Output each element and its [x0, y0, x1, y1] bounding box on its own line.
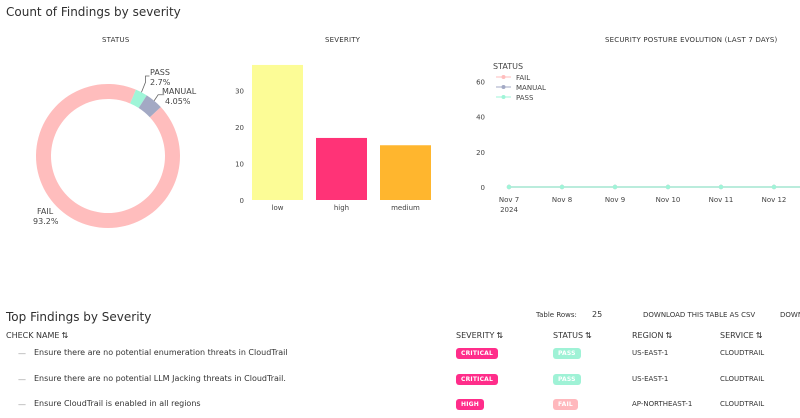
y-tick-label: 0	[481, 184, 485, 192]
table-row[interactable]: — Ensure CloudTrail is enabled in all re…	[0, 394, 800, 418]
col-service[interactable]: SERVICE ⇅	[720, 331, 762, 340]
legend-marker-fail	[501, 75, 506, 79]
x-tick-label: Nov 7	[499, 196, 519, 204]
service-cell: CLOUDTRAIL	[720, 349, 765, 357]
status-badge: PASS	[553, 374, 581, 385]
col-check-name-label: CHECK NAME	[6, 331, 60, 340]
donut-label-fail: FAIL	[37, 207, 54, 216]
x-tick-label: Nov 12	[762, 196, 787, 204]
x-tick-sublabel: 2024	[500, 206, 518, 214]
series-point-pass	[718, 184, 724, 190]
legend-title: STATUS	[493, 62, 523, 71]
donut-label-manual: MANUAL	[162, 87, 197, 96]
service-cell: CLOUDTRAIL	[720, 400, 765, 408]
donut-value-fail: 93.2%	[33, 217, 59, 226]
row-dash: —	[18, 349, 26, 358]
x-tick-label: Nov 8	[552, 196, 572, 204]
donut-label-pass: PASS	[150, 68, 170, 77]
legend-label-manual: MANUAL	[516, 84, 546, 92]
series-point-pass	[612, 184, 618, 190]
col-region[interactable]: REGION ⇅	[632, 331, 672, 340]
region-cell: US-EAST-1	[632, 375, 669, 383]
sort-icon[interactable]: ⇅	[585, 331, 592, 340]
y-tick-label: 20	[235, 124, 244, 132]
legend-marker-manual	[501, 85, 506, 89]
series-point-pass	[559, 184, 565, 190]
col-severity[interactable]: SEVERITY ⇅	[456, 331, 503, 340]
region-cell: AP-NORTHEAST-1	[632, 400, 693, 408]
y-tick-label: 30	[235, 88, 244, 96]
table-rows-label: Table Rows:	[536, 311, 577, 319]
x-tick-label: high	[334, 204, 349, 212]
sort-icon[interactable]: ⇅	[665, 331, 673, 340]
donut-value-manual: 4.05%	[165, 97, 191, 106]
download-csv-button[interactable]: DOWNLOAD THIS TABLE AS CSV	[643, 311, 756, 319]
bar-low	[252, 64, 303, 200]
bar-high	[316, 137, 367, 200]
top-findings-title: Top Findings by Severity	[6, 310, 152, 324]
table-controls: Table Rows: 25 DOWNLOAD THIS TABLE AS CS…	[520, 310, 800, 325]
row-dash: —	[18, 375, 26, 384]
findings-section-title: Count of Findings by severity	[6, 5, 181, 19]
series-point-pass	[506, 184, 512, 190]
y-tick-label: 0	[240, 197, 244, 205]
col-check-name[interactable]: CHECK NAME ⇅	[6, 331, 68, 340]
donut-leader-pass	[141, 75, 150, 93]
sort-icon[interactable]: ⇅	[496, 331, 504, 340]
table-row[interactable]: — Ensure there are no potential LLM Jack…	[0, 369, 800, 393]
check-name-cell: Ensure there are no potential LLM Jackin…	[34, 374, 286, 383]
col-status-label: STATUS	[553, 331, 584, 340]
legend-marker-pass	[501, 95, 506, 99]
sort-icon[interactable]: ⇅	[755, 331, 763, 340]
col-region-label: REGION	[632, 331, 664, 340]
col-status[interactable]: STATUS ⇅	[553, 331, 592, 340]
status-chart-title: STATUS	[102, 36, 130, 44]
bar-medium	[380, 145, 431, 200]
download-more-button[interactable]: DOWN	[780, 311, 800, 319]
status-badge: PASS	[553, 348, 581, 359]
donut-slice-pass	[130, 89, 147, 108]
col-service-label: SERVICE	[720, 331, 754, 340]
region-cell: US-EAST-1	[632, 349, 669, 357]
x-tick-label: Nov 11	[709, 196, 734, 204]
col-severity-label: SEVERITY	[456, 331, 495, 340]
series-point-pass	[665, 184, 671, 190]
sort-icon[interactable]: ⇅	[61, 331, 69, 340]
check-name-cell: Ensure there are no potential enumeratio…	[34, 348, 288, 357]
y-tick-label: 40	[476, 114, 485, 122]
service-cell: CLOUDTRAIL	[720, 375, 765, 383]
row-dash: —	[18, 400, 26, 409]
severity-badge: CRITICAL	[456, 374, 499, 385]
donut-value-pass: 2.7%	[150, 78, 171, 87]
severity-chart-title: SEVERITY	[325, 36, 361, 44]
table-rows-value[interactable]: 25	[592, 310, 603, 319]
table-row[interactable]: — Ensure there are no potential enumerat…	[0, 343, 800, 367]
donut-slice-manual	[138, 95, 161, 118]
check-name-cell: Ensure CloudTrail is enabled in all regi…	[34, 399, 201, 408]
severity-bar-chart: 0 10 20 30 low high medium	[235, 64, 431, 212]
series-point-pass	[771, 184, 777, 190]
evolution-line-chart: 0 20 40 60 STATUS FAIL MANUAL PASS Nov 7 Nov 8 Nov…	[476, 62, 800, 214]
legend-label-pass: PASS	[516, 94, 534, 102]
evolution-chart-title: SECURITY POSTURE EVOLUTION (LAST 7 DAYS)	[605, 36, 778, 44]
x-tick-label: medium	[391, 204, 420, 212]
y-tick-label: 10	[235, 161, 244, 169]
donut-leader-manual	[153, 94, 165, 101]
status-badge: FAIL	[553, 399, 578, 410]
x-tick-label: Nov 9	[605, 196, 625, 204]
legend-label-fail: FAIL	[516, 74, 530, 82]
severity-badge: HIGH	[456, 399, 485, 410]
y-tick-label: 20	[476, 149, 485, 157]
y-tick-label: 60	[476, 79, 485, 87]
severity-badge: CRITICAL	[456, 348, 499, 359]
x-tick-label: low	[272, 204, 284, 212]
x-tick-label: Nov 10	[656, 196, 681, 204]
